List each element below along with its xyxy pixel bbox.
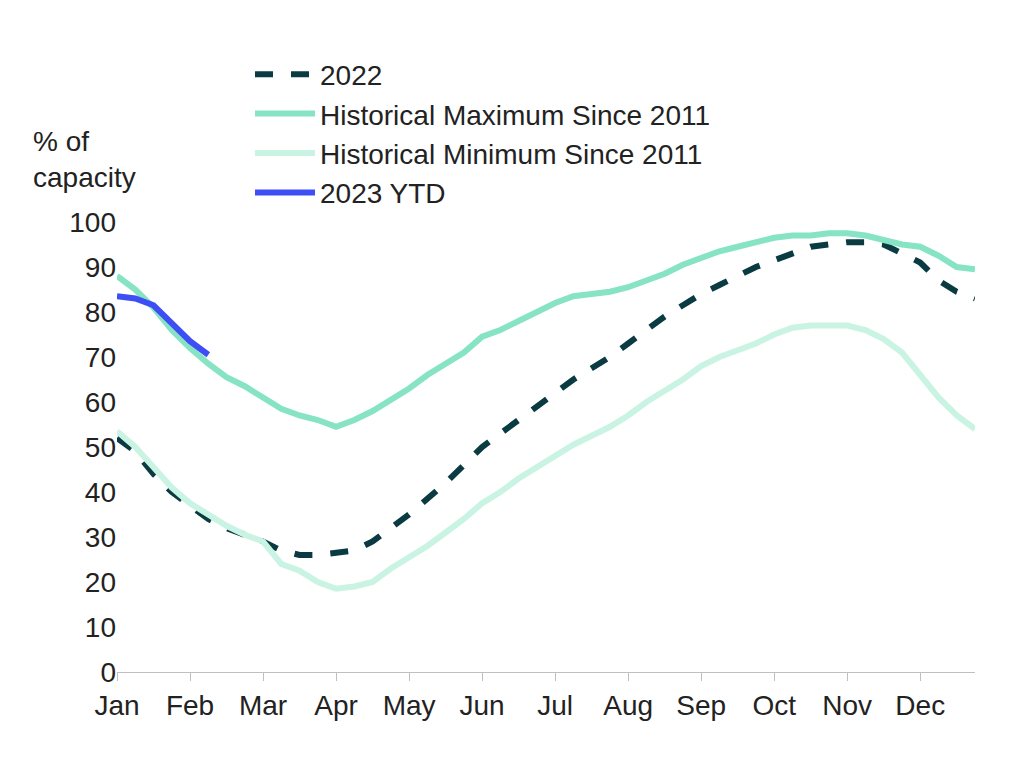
- svg-text:20: 20: [85, 567, 116, 598]
- svg-text:2023 YTD: 2023 YTD: [320, 178, 446, 209]
- svg-text:0: 0: [100, 657, 116, 688]
- svg-text:Oct: Oct: [752, 690, 796, 721]
- svg-text:90: 90: [85, 252, 116, 283]
- svg-text:% ofcapacity: % ofcapacity: [33, 126, 136, 193]
- svg-text:50: 50: [85, 432, 116, 463]
- svg-text:60: 60: [85, 387, 116, 418]
- svg-text:40: 40: [85, 477, 116, 508]
- svg-text:Jan: Jan: [94, 690, 139, 721]
- svg-text:Jul: Jul: [537, 690, 573, 721]
- svg-text:Sep: Sep: [676, 690, 726, 721]
- svg-text:80: 80: [85, 297, 116, 328]
- svg-text:30: 30: [85, 522, 116, 553]
- svg-text:Feb: Feb: [166, 690, 214, 721]
- svg-text:Historical Maximum Since 2011: Historical Maximum Since 2011: [320, 100, 710, 131]
- svg-text:2022: 2022: [320, 60, 382, 91]
- svg-text:100: 100: [69, 207, 116, 238]
- svg-text:Aug: Aug: [603, 690, 653, 721]
- svg-text:10: 10: [85, 612, 116, 643]
- svg-text:Nov: Nov: [822, 690, 872, 721]
- svg-text:Jun: Jun: [460, 690, 505, 721]
- svg-text:Historical Minimum Since 2011: Historical Minimum Since 2011: [320, 139, 702, 170]
- svg-text:May: May: [383, 690, 436, 721]
- svg-text:Dec: Dec: [895, 690, 945, 721]
- svg-text:Apr: Apr: [314, 690, 358, 721]
- svg-text:Mar: Mar: [239, 690, 287, 721]
- svg-text:70: 70: [85, 342, 116, 373]
